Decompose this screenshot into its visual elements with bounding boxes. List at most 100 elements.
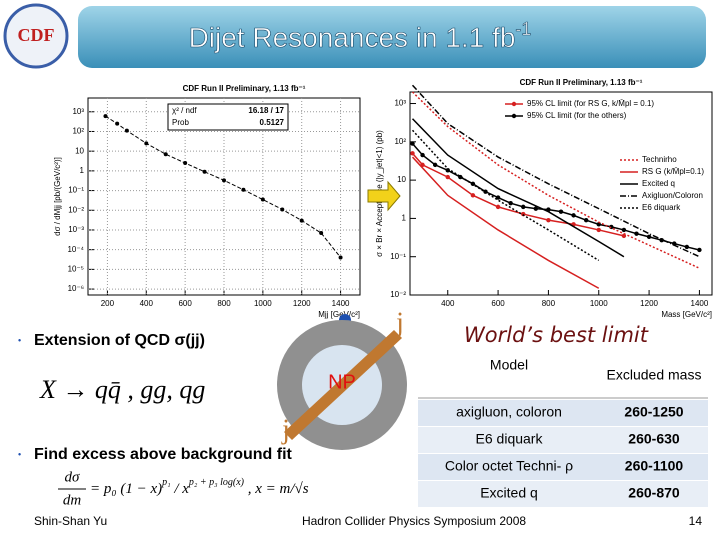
formula-part: / x (171, 481, 190, 497)
data-point (596, 227, 601, 233)
footer-event: Hadron Collider Physics Symposium 2008 (302, 514, 526, 528)
y-tick-label: 10⁻⁴ (67, 245, 84, 254)
arrow (367, 180, 401, 212)
title-main: Dijet Resonances in 1.1 fb (189, 22, 516, 53)
data-point (571, 213, 576, 218)
title-band (78, 6, 706, 68)
y-tick-label: 10⁻⁶ (68, 284, 84, 293)
data-point (508, 200, 513, 206)
formula-part: , x = m/√s (244, 481, 309, 497)
data-point (432, 162, 438, 168)
stats-name: Prob (172, 118, 189, 127)
table-cell: 260-1100 (625, 458, 684, 474)
footer-page: 14 (689, 514, 703, 528)
y-axis-label: dσ / dMjj [pb/(GeV/c²)] (53, 157, 62, 236)
data-point (684, 244, 690, 250)
process: X → qq̄ , gg, qg (39, 375, 205, 404)
x-tick-label: 1200 (293, 299, 311, 308)
x-tick-label: 1400 (691, 299, 709, 308)
plots: CDF Run II Preliminary, 1.13 fb⁻¹ Mjj [Ge… (53, 78, 713, 319)
formula-den: dm (63, 492, 82, 508)
series-line (411, 91, 700, 269)
data-point (124, 128, 129, 133)
formula-exp: p₁ (161, 477, 170, 488)
stats-box (167, 103, 289, 131)
y-tick-label: 10⁻³ (68, 225, 84, 234)
x-tick-label: 800 (542, 299, 556, 308)
legend-marker (511, 101, 517, 107)
limit-title: World’s best limit (464, 323, 649, 347)
data-point (299, 218, 304, 223)
logo (3, 3, 69, 69)
bullet: Find excess above background fit (34, 446, 293, 463)
logo-text: CDF (18, 25, 55, 45)
footer-author: Shin-Shan Yu (34, 514, 107, 528)
slide-title: Dijet Resonances in 1.1 fb-1 (189, 19, 532, 54)
x-axis-label: Mass [GeV/c²] (661, 310, 712, 319)
data-point (646, 234, 652, 240)
legend-label: 95% CL limit (for RS G, k/M̄pl = 0.1) (527, 99, 654, 108)
table-row (418, 400, 708, 426)
data-point (533, 206, 539, 211)
legend-label: E6 diquark (642, 203, 681, 212)
plot-frame (87, 97, 361, 296)
x-tick-label: 600 (491, 299, 505, 308)
limit-table: Model Excluded mass axigluon, coloron 260-1… (418, 357, 708, 507)
data-point (495, 204, 501, 210)
bullet: Extension of QCD σ(jj) (34, 332, 205, 349)
table-header: Excluded mass (607, 367, 702, 383)
data-point (260, 197, 265, 202)
x-tick-label: 1200 (640, 299, 658, 308)
data-point (183, 161, 188, 166)
data-point (420, 152, 425, 158)
fit-line (105, 115, 341, 258)
data-point (115, 121, 120, 126)
x-tick-label: 1000 (254, 299, 272, 308)
stats-value: 0.5127 (260, 118, 285, 127)
jet-label: j (281, 414, 290, 445)
data-point (470, 193, 476, 198)
data-point (338, 255, 343, 260)
series-line (411, 129, 600, 262)
formula-exp: p₂ + p₃ log(x) (188, 477, 245, 488)
x-tick-label: 600 (178, 299, 192, 308)
plot-frame (409, 91, 713, 296)
table-row (418, 481, 708, 507)
jet-label: j (395, 307, 404, 338)
plot-title: CDF Run II Preliminary, 1.13 fb⁻¹ (520, 78, 643, 87)
y-tick-label: 1 (80, 166, 85, 175)
data-point (410, 151, 415, 156)
table-row (418, 427, 708, 453)
bullet-mark: • (18, 335, 21, 345)
table-cell: 260-630 (628, 431, 680, 447)
x-tick-label: 400 (140, 299, 154, 308)
y-tick-label: 10² (394, 137, 406, 146)
data-point (546, 217, 551, 223)
data-point (319, 231, 324, 236)
data-point (241, 187, 246, 192)
y-tick-label: 1 (402, 214, 407, 223)
legend-label: Excited q (642, 179, 675, 188)
stats-name: χ² / ndf (172, 106, 197, 115)
y-tick-label: 10⁻² (390, 290, 406, 299)
data-point (634, 231, 639, 236)
table-cell: Excited q (480, 485, 538, 501)
y-tick-label: 10 (75, 146, 84, 155)
table-cell: 260-870 (628, 485, 680, 501)
data-point (280, 207, 285, 212)
x-axis-label: Mjj [GeV/c²] (318, 310, 360, 319)
table-cell: E6 diquark (476, 431, 544, 447)
x-tick-label: 1400 (332, 299, 350, 308)
y-tick-label: 10⁻¹ (68, 186, 84, 195)
x-tick-label: 800 (217, 299, 231, 308)
diagram-center: NP (328, 371, 356, 393)
data-point (410, 141, 415, 146)
formula-num: dσ (65, 469, 81, 485)
title-sup: -1 (515, 19, 531, 39)
table-cell: axigluon, coloron (456, 404, 562, 420)
legend-label: Axigluon/Coloron (642, 191, 703, 200)
x-tick-label: 200 (101, 299, 115, 308)
formula-rhs: = p₀ (1 − x)p₁ / xp₂ + p₃ log(x) , x = m… (90, 477, 309, 497)
series-line (411, 84, 700, 258)
fit-formula: dσ dm = p₀ (1 − x)p₁ / xp₂ + p₃ log(x) ,… (58, 469, 309, 508)
